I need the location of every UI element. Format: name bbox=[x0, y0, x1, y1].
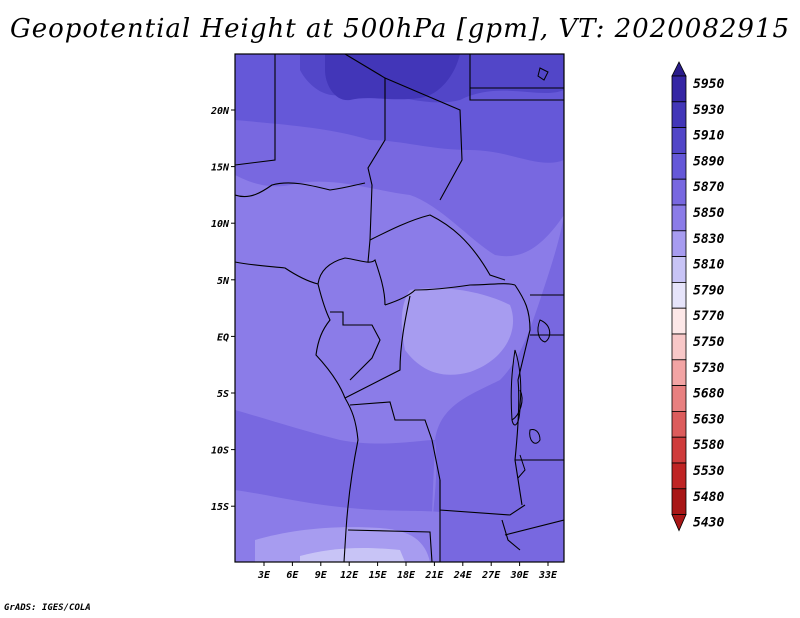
lon-tick-label: 3E bbox=[257, 570, 271, 581]
colorbar-level-label: 5810 bbox=[693, 258, 724, 273]
lon-tick-label: 24E bbox=[453, 570, 473, 581]
colorbar-level-label: 5750 bbox=[693, 335, 724, 350]
colorbar-level-label: 5580 bbox=[693, 438, 724, 453]
colorbar-swatch bbox=[671, 436, 687, 464]
colorbar-swatch bbox=[671, 75, 687, 103]
lat-tick-label: 5N bbox=[217, 276, 230, 287]
colorbar-swatch bbox=[671, 256, 687, 283]
colorbar-swatch bbox=[671, 462, 687, 490]
colorbar-swatch bbox=[671, 204, 687, 232]
colorbar-level-label: 5950 bbox=[693, 77, 724, 92]
colorbar-swatch bbox=[671, 385, 687, 412]
lon-tick-label: 30E bbox=[510, 570, 530, 581]
lat-tick-label: 20N bbox=[210, 106, 230, 117]
chart-title: Geopotential Height at 500hPa [gpm], VT:… bbox=[9, 14, 791, 44]
lat-tick-label: 10S bbox=[211, 446, 229, 457]
country-borders bbox=[235, 54, 564, 562]
colorbar-bottom-arrow bbox=[671, 514, 687, 532]
colorbar-swatch bbox=[671, 230, 687, 258]
colorbar-level-label: 5530 bbox=[693, 464, 724, 479]
lon-tick-label: 33E bbox=[538, 570, 558, 581]
colorbar-level-label: 5770 bbox=[693, 309, 724, 324]
map-frame bbox=[234, 53, 565, 563]
colorbar-level-label: 5680 bbox=[693, 387, 724, 402]
colorbar-level-label: 5730 bbox=[693, 361, 724, 376]
lat-tick-label: EQ bbox=[217, 332, 229, 343]
lat-tick-label: 10N bbox=[211, 219, 230, 230]
colorbar-level-label: 5850 bbox=[693, 206, 724, 221]
lon-tick-label: 6E bbox=[286, 570, 299, 581]
colorbar-swatch bbox=[671, 281, 687, 309]
height-field bbox=[235, 54, 564, 562]
colorbar-swatch bbox=[671, 488, 687, 515]
lat-tick-label: 5S bbox=[217, 389, 229, 400]
longitude-axis: 3E 6E 9E 12E 15E 18E 21E 24E 27E 30E 33E bbox=[257, 562, 558, 581]
lake-outlines bbox=[510, 67, 551, 479]
colorbar-level-label: 5870 bbox=[693, 180, 724, 195]
colorbar-swatch bbox=[671, 333, 687, 361]
lon-tick-label: 9E bbox=[315, 570, 328, 581]
colorbar-top-arrow bbox=[671, 61, 687, 77]
lat-tick-label: 15N bbox=[211, 163, 230, 174]
lon-tick-label: 21E bbox=[424, 570, 444, 581]
lon-tick-label: 12E bbox=[340, 570, 359, 581]
latitude-axis: 20N 15N 10N 5N EQ 5S 10S 15S bbox=[210, 106, 235, 513]
colorbar-level-label: 5930 bbox=[693, 103, 724, 118]
colorbar-level-label: 5890 bbox=[693, 154, 724, 169]
colorbar-level-label: 5430 bbox=[693, 516, 724, 531]
colorbar-swatch bbox=[671, 152, 687, 180]
colorbar-level-label: 5830 bbox=[693, 232, 724, 247]
credit-label: GrADS: IGES/COLA bbox=[4, 603, 91, 613]
colorbar-level-label: 5630 bbox=[693, 412, 724, 427]
colorbar-swatch bbox=[671, 307, 687, 335]
colorbar-swatch bbox=[671, 127, 687, 154]
colorbar-level-label: 5910 bbox=[693, 129, 724, 144]
colorbar-swatch bbox=[671, 359, 687, 386]
colorbar-level-label: 5790 bbox=[693, 283, 724, 298]
lon-tick-label: 15E bbox=[369, 570, 388, 581]
lon-tick-label: 18E bbox=[397, 570, 416, 581]
colorbar-swatch bbox=[671, 178, 687, 206]
colorbar-level-label: 5480 bbox=[693, 490, 724, 505]
lat-tick-label: 15S bbox=[211, 502, 229, 513]
lon-tick-label: 27E bbox=[481, 570, 501, 581]
colorbar: 5950 5930 5910 5890 5870 5850 5830 5810 5790 5770… bbox=[671, 61, 724, 532]
colorbar-swatch bbox=[671, 410, 687, 438]
colorbar-swatch bbox=[671, 101, 687, 129]
